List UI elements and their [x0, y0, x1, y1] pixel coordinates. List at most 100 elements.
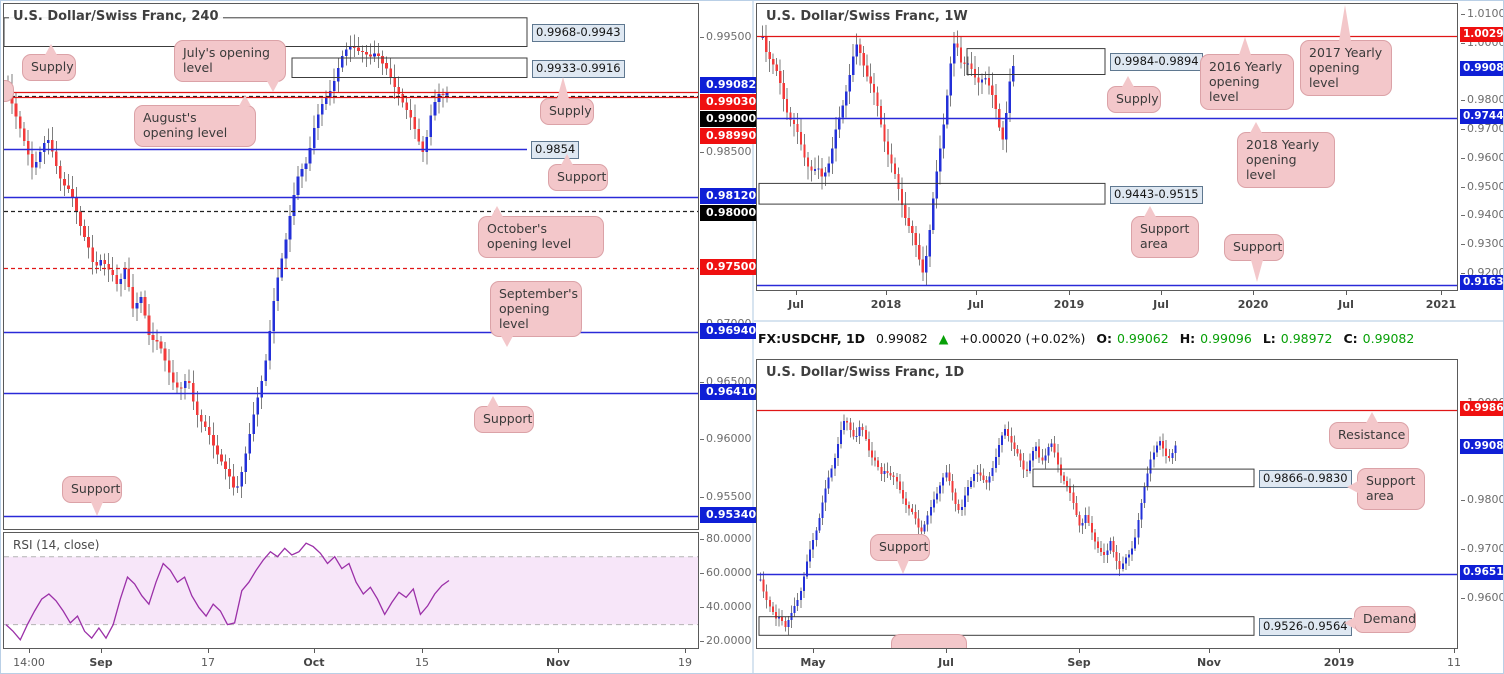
- time-tick-label[interactable]: 2019: [1053, 298, 1085, 311]
- callout-support-area[interactable]: Support area: [1131, 206, 1199, 258]
- candle-body: [1044, 455, 1047, 461]
- time-tick-label[interactable]: 17: [201, 656, 215, 669]
- time-tick-label[interactable]: Jul: [1153, 298, 1169, 311]
- callout-support[interactable]: Support: [474, 396, 534, 433]
- callout-tail: [1122, 76, 1134, 87]
- callout-demand[interactable]: Demand: [1344, 606, 1416, 633]
- candle-body: [890, 154, 893, 164]
- callout-tail: [1344, 617, 1355, 629]
- candle-body: [883, 124, 886, 142]
- axis-tick-label: 0.96000: [706, 432, 752, 445]
- candlestick-canvas-1d: [757, 409, 1457, 636]
- candle-body: [324, 97, 328, 105]
- candle-body: [349, 46, 352, 50]
- zone-box[interactable]: [758, 616, 1255, 636]
- zone-box[interactable]: [966, 48, 1106, 75]
- candle-body: [236, 486, 239, 488]
- zone-box[interactable]: [291, 57, 528, 78]
- time-tick-label[interactable]: 2020: [1237, 298, 1269, 311]
- axis-tick-label: 40.0000: [706, 600, 752, 613]
- time-tick-label[interactable]: Sep: [1067, 656, 1091, 669]
- candle-body: [208, 427, 211, 435]
- candle-body: [1112, 541, 1115, 553]
- callout-october-s-opening-level[interactable]: October's opening level: [478, 206, 604, 258]
- time-tick-label[interactable]: 19: [678, 656, 692, 669]
- candle-body: [42, 142, 46, 153]
- time-tick-label[interactable]: 2019: [1323, 656, 1355, 669]
- candle-body: [872, 83, 876, 93]
- zone-box[interactable]: [758, 182, 1106, 205]
- time-tick-label[interactable]: 2021: [1425, 298, 1457, 311]
- indicator-pane-rsi[interactable]: RSI (14, close): [3, 532, 699, 649]
- candle-body: [824, 172, 827, 177]
- chart-pane-usdchf-1w[interactable]: U.S. Dollar/Swiss Franc, 1W 0.9984-0.989…: [756, 3, 1458, 291]
- candle-body: [268, 331, 272, 361]
- callout-tail: [561, 154, 573, 165]
- time-tick-label[interactable]: 11: [1447, 656, 1461, 669]
- candle-body: [107, 264, 111, 270]
- callout-fragment[interactable]: [891, 634, 967, 648]
- candle-body: [1078, 515, 1081, 526]
- time-tick-label[interactable]: Jul: [1338, 298, 1354, 311]
- candle-body: [353, 46, 356, 48]
- candle-body: [316, 114, 320, 129]
- callout-resistance[interactable]: Resistance: [1329, 412, 1409, 449]
- candle-body: [224, 461, 227, 470]
- candle-body: [772, 59, 775, 65]
- callout-2017-yearly-opening-level[interactable]: 2017 Yearly opening level: [1300, 5, 1392, 97]
- callout-support[interactable]: Support: [62, 476, 122, 516]
- time-tick-label[interactable]: Jul: [968, 298, 984, 311]
- time-tick-label[interactable]: Sep: [89, 656, 113, 669]
- zone-box[interactable]: [1032, 468, 1255, 488]
- chart-pane-usdchf-240[interactable]: U.S. Dollar/Swiss Franc, 240 0.9854 0.996…: [3, 3, 699, 530]
- callout-2016-yearly-opening-level[interactable]: 2016 Yearly opening level: [1200, 37, 1294, 111]
- callout-august-s-opening-level[interactable]: August's opening level: [134, 95, 256, 147]
- candle-body: [787, 620, 790, 627]
- candle-body: [954, 492, 957, 504]
- chart-title-240: U.S. Dollar/Swiss Franc, 240: [9, 8, 223, 25]
- callout-2018-yearly-opening-level[interactable]: 2018 Yearly opening level: [1237, 122, 1335, 189]
- candle-body: [858, 427, 861, 436]
- candle-body: [1041, 457, 1044, 461]
- callout-july-s-opening-level[interactable]: July's opening level: [174, 40, 286, 92]
- callout-support-area[interactable]: Support area: [1347, 468, 1425, 510]
- candle-body: [812, 540, 815, 550]
- time-tick-label[interactable]: Jul: [788, 298, 804, 311]
- candle-body: [859, 44, 862, 53]
- time-tick-label[interactable]: Nov: [1197, 656, 1221, 669]
- candle-body: [806, 157, 810, 167]
- callout-support[interactable]: Support: [870, 534, 930, 574]
- candle-body: [1072, 492, 1075, 503]
- time-tick-label[interactable]: 15: [415, 656, 429, 669]
- chart-pane-usdchf-1d[interactable]: U.S. Dollar/Swiss Franc, 1D 0.9866-0.983…: [756, 359, 1458, 649]
- time-tick-label[interactable]: May: [800, 656, 826, 669]
- candle-body: [815, 530, 818, 541]
- candle-body: [22, 128, 26, 142]
- candle-body: [248, 434, 251, 454]
- candle-body: [413, 117, 417, 129]
- callout-supply[interactable]: Supply: [540, 77, 594, 125]
- axis-tick-mark: [700, 539, 704, 540]
- candle-body: [91, 247, 94, 263]
- price-badge-0.98120: 0.98120: [700, 188, 756, 204]
- time-tick-label[interactable]: 2018: [870, 298, 902, 311]
- time-tick-label[interactable]: Nov: [546, 656, 570, 669]
- candle-body: [228, 469, 231, 477]
- zone-label: 0.9984-0.9894: [1110, 53, 1203, 71]
- time-tick-mark: [208, 649, 209, 653]
- candle-body: [119, 278, 123, 285]
- candlestick-canvas-240: [4, 17, 698, 518]
- callout-tail: [1144, 206, 1156, 217]
- callout-september-s-opening-level[interactable]: September's opening level: [490, 281, 582, 348]
- callout-support[interactable]: Support: [548, 154, 608, 191]
- callout-tail: [491, 206, 503, 217]
- time-tick-label[interactable]: 14:00: [13, 656, 45, 669]
- callout-support[interactable]: Support: [1224, 234, 1284, 282]
- time-tick-label[interactable]: Oct: [303, 656, 325, 669]
- callout-supply[interactable]: Supply: [1107, 76, 1161, 113]
- time-tick-label[interactable]: Jul: [938, 656, 954, 669]
- axis-tick-mark: [700, 439, 704, 440]
- axis-tick-label: 0.95500: [706, 490, 752, 503]
- callout-supply[interactable]: Supply: [22, 44, 76, 81]
- candle-body: [111, 269, 115, 276]
